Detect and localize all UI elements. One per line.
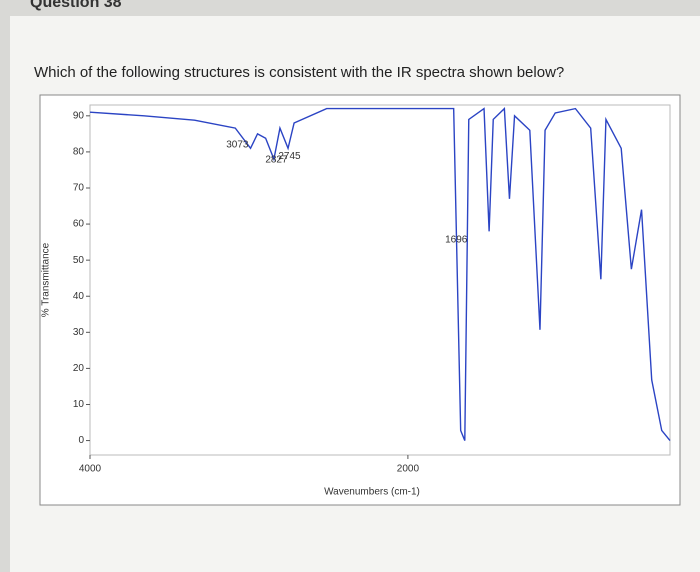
y-tick-label: 70 (73, 183, 85, 194)
peak-label: 2745 (278, 151, 301, 162)
peak-label: 2827 (265, 155, 288, 166)
spectrum-line (89, 107, 671, 442)
y-tick-label: 10 (73, 399, 85, 410)
peak-label: 3073 (226, 139, 249, 150)
y-axis-label: % Transmittance (41, 242, 52, 317)
x-tick-label: 2000 (397, 464, 420, 475)
y-tick-label: 0 (78, 435, 84, 446)
question-header: Question 38 (30, 0, 122, 11)
peak-label: 1696 (445, 234, 468, 245)
y-tick-label: 50 (73, 255, 85, 266)
y-tick-label: 60 (73, 219, 85, 230)
y-tick-label: 90 (73, 110, 85, 121)
y-tick-label: 40 (73, 291, 85, 302)
y-tick-label: 30 (73, 327, 85, 338)
y-tick-label: 80 (73, 147, 85, 158)
x-axis-label: Wavenumbers (cm-1) (324, 487, 420, 498)
x-tick-label: 4000 (79, 464, 102, 475)
plot-area (89, 104, 671, 456)
chart-frame (39, 94, 681, 506)
y-tick-label: 20 (73, 363, 85, 374)
question-text: Which of the following structures is con… (34, 64, 565, 81)
